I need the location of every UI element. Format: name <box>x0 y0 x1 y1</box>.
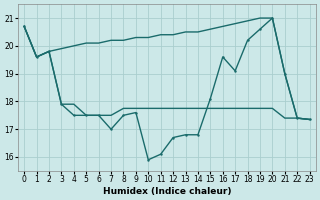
X-axis label: Humidex (Indice chaleur): Humidex (Indice chaleur) <box>103 187 231 196</box>
